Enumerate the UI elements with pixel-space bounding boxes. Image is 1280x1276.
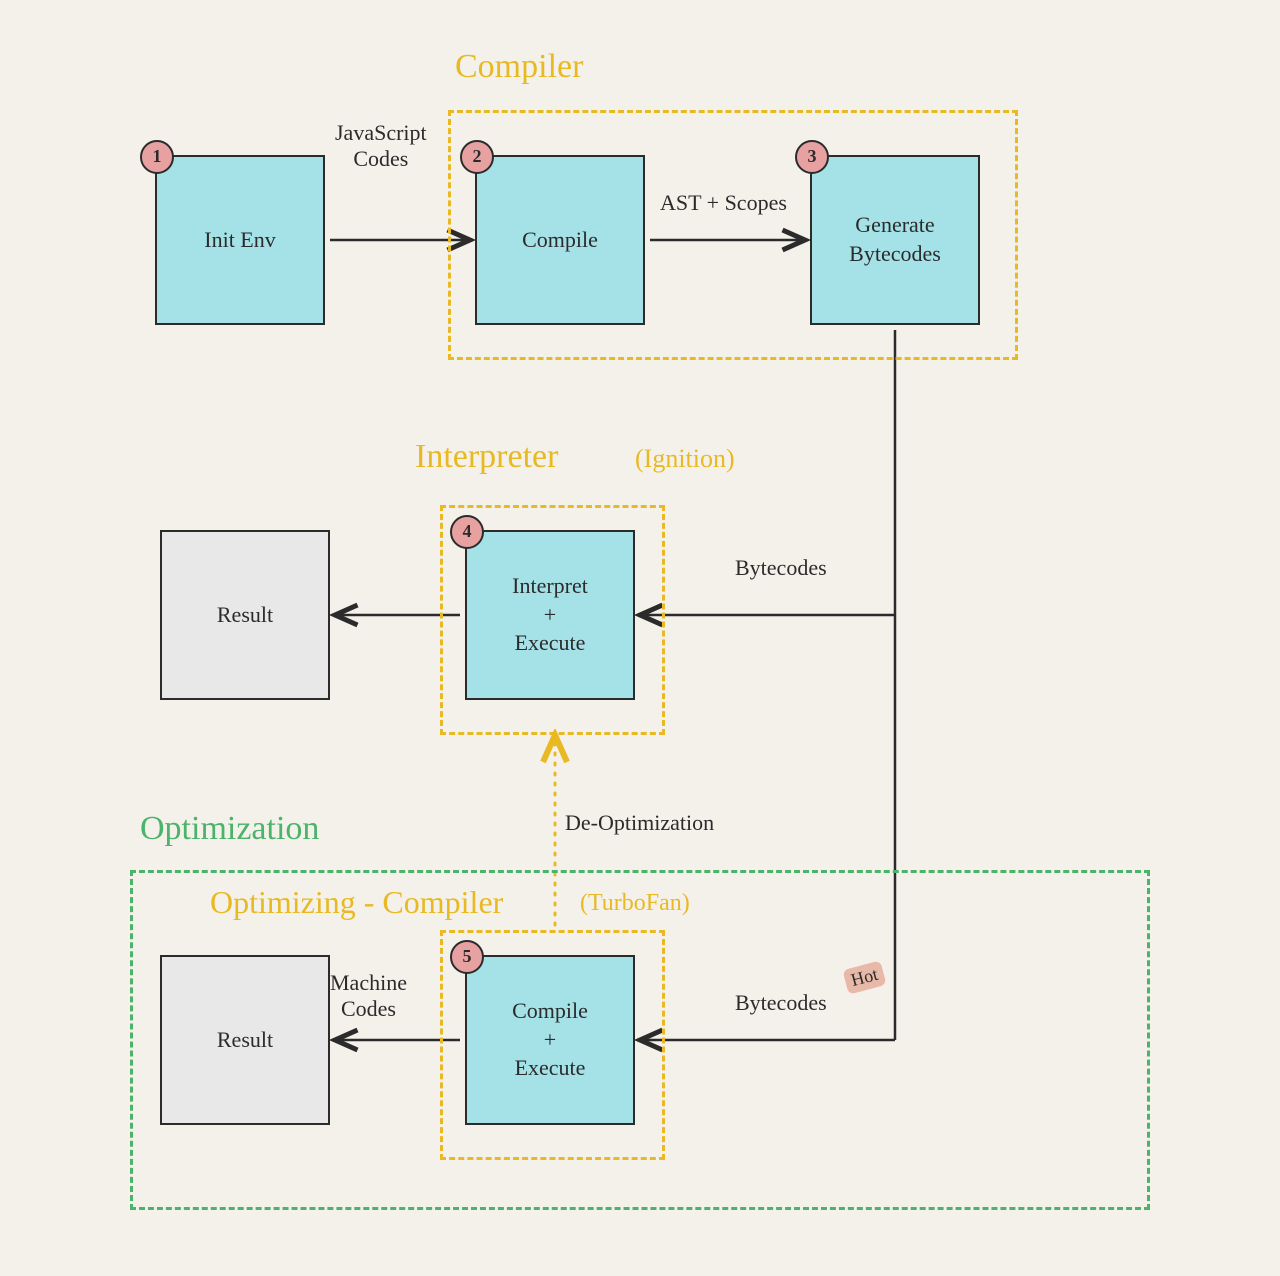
node-compile: 2 Compile — [475, 155, 645, 325]
heading-interpreter: Interpreter — [415, 438, 558, 476]
heading-optimization: Optimization — [140, 810, 319, 848]
node-init-env: 1 Init Env — [155, 155, 325, 325]
step-badge-2: 2 — [460, 140, 494, 174]
node-label: Result — [213, 597, 277, 634]
edge-label-ast-scopes: AST + Scopes — [660, 190, 787, 216]
edge-label-deoptimization: De-Optimization — [565, 810, 714, 836]
step-badge-5: 5 — [450, 940, 484, 974]
edge-label-bytecodes-1: Bytecodes — [735, 555, 827, 581]
heading-optimizing-compiler: Optimizing - Compiler — [210, 884, 503, 921]
node-result-2: Result — [160, 955, 330, 1125]
heading-compiler: Compiler — [455, 48, 583, 86]
node-interpret-execute: 4 Interpret+Execute — [465, 530, 635, 700]
edge-label-bytecodes-2: Bytecodes — [735, 990, 827, 1016]
node-compile-execute: 5 Compile+Execute — [465, 955, 635, 1125]
step-badge-1: 1 — [140, 140, 174, 174]
step-badge-3: 3 — [795, 140, 829, 174]
heading-interpreter-note: (Ignition) — [635, 444, 735, 474]
node-label: Interpret+Execute — [508, 568, 592, 662]
node-label: Result — [213, 1022, 277, 1059]
edge-label-js-codes: JavaScriptCodes — [335, 120, 427, 172]
node-result-1: Result — [160, 530, 330, 700]
node-label: GenerateBytecodes — [845, 207, 945, 272]
node-generate-bytecodes: 3 GenerateBytecodes — [810, 155, 980, 325]
node-label: Compile — [518, 222, 602, 259]
edge-label-machine-codes: MachineCodes — [330, 970, 407, 1022]
node-label: Init Env — [200, 222, 280, 259]
diagram-canvas: 1 Init Env 2 Compile 3 GenerateBytecodes… — [0, 0, 1280, 1276]
step-badge-4: 4 — [450, 515, 484, 549]
node-label: Compile+Execute — [508, 993, 592, 1087]
heading-optcomp-note: (TurboFan) — [580, 890, 690, 917]
